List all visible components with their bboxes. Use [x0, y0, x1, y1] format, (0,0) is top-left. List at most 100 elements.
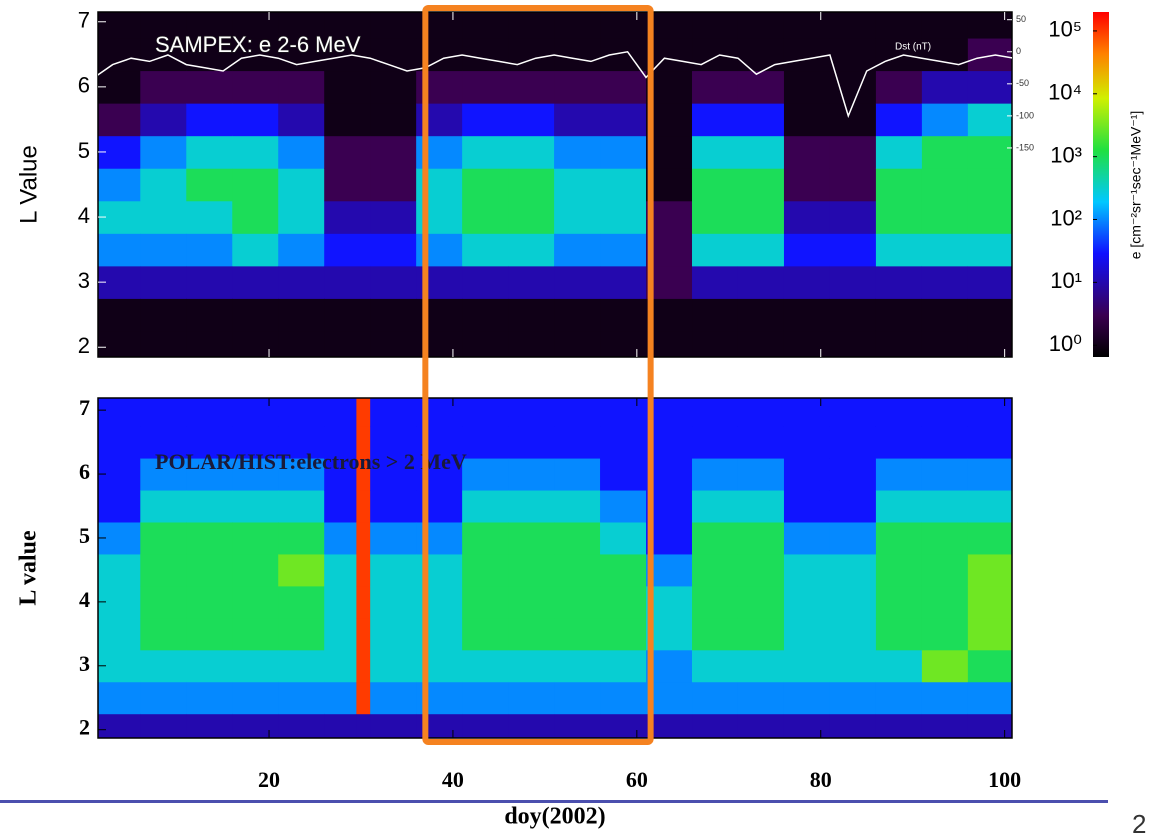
cell: [186, 135, 233, 169]
cell: [646, 12, 693, 39]
cell: [829, 617, 877, 651]
cell: [921, 38, 969, 72]
cell: [98, 12, 141, 39]
cell: [356, 585, 371, 619]
cell: [278, 135, 325, 169]
cell: [278, 521, 325, 555]
cell: [356, 398, 371, 427]
cell: [98, 103, 141, 137]
cell: [508, 649, 555, 683]
cell: [600, 649, 647, 683]
cell: [692, 617, 739, 651]
cell: [875, 649, 923, 683]
cell: [508, 330, 555, 357]
cell: [508, 398, 555, 427]
cell: [967, 168, 1012, 202]
cell: [967, 330, 1012, 357]
cell: [278, 103, 325, 137]
cell: [783, 200, 831, 234]
cell: [600, 553, 647, 587]
cell: [692, 330, 739, 357]
cell: [737, 38, 785, 72]
cell: [600, 490, 647, 523]
cell: [921, 168, 969, 202]
cell: [140, 681, 187, 715]
cell: [783, 398, 831, 427]
cell: [278, 713, 325, 738]
cell: [462, 70, 509, 104]
cell: [324, 12, 371, 39]
colorbar-tick-label: 10²: [1050, 205, 1082, 230]
cell: [186, 585, 233, 619]
cell: [232, 103, 279, 137]
cell: [462, 135, 509, 169]
cell: [875, 200, 923, 234]
cell: [232, 70, 279, 104]
cell: [324, 38, 371, 72]
cell: [508, 585, 555, 619]
cell: [692, 458, 739, 491]
cell: [324, 490, 357, 523]
cell: [875, 617, 923, 651]
cell: [186, 681, 233, 715]
cell: [278, 681, 325, 715]
cell: [370, 70, 417, 104]
cell: [324, 298, 371, 332]
y-tick-label: 4: [79, 587, 90, 612]
cell: [783, 330, 831, 357]
cell: [600, 38, 647, 72]
cell: [356, 426, 371, 459]
cell: [554, 713, 601, 738]
cell: [967, 200, 1012, 234]
cell: [508, 200, 555, 234]
cell: [646, 135, 693, 169]
cell: [692, 135, 739, 169]
cell: [692, 585, 739, 619]
cell: [600, 70, 647, 104]
cell: [186, 649, 233, 683]
cell: [921, 135, 969, 169]
cell: [356, 681, 371, 715]
plot-frame: [97, 397, 1013, 739]
x-tick-label: 40: [442, 767, 464, 792]
cell: [921, 233, 969, 267]
cell: [737, 458, 785, 491]
cell: [98, 426, 141, 459]
cell: [324, 713, 357, 738]
cell: [186, 265, 233, 299]
cell: [324, 168, 371, 202]
cell: [186, 200, 233, 234]
cell: [186, 490, 233, 523]
cell: [737, 398, 785, 427]
cell: [140, 490, 187, 523]
cell: [324, 265, 371, 299]
cell: [967, 649, 1012, 683]
heatmap-bottom: [98, 398, 1012, 738]
cell: [829, 200, 877, 234]
cell: [508, 265, 555, 299]
cell: [140, 330, 187, 357]
cell: [462, 103, 509, 137]
cell: [829, 265, 877, 299]
cell: [356, 490, 371, 523]
colorbar-tick-label: 10⁴: [1048, 80, 1082, 105]
cell: [600, 168, 647, 202]
cell: [646, 713, 693, 738]
cell: [967, 398, 1012, 427]
cell: [829, 12, 877, 39]
cell: [921, 521, 969, 555]
cell: [829, 168, 877, 202]
y-axis-label: L Value: [15, 145, 42, 224]
heatmap-top: [98, 12, 1012, 357]
colorbar-tick-label: 10¹: [1050, 268, 1082, 293]
y-tick-label: 2: [79, 715, 90, 740]
cell: [600, 398, 647, 427]
cell: [98, 398, 141, 427]
cell: [600, 200, 647, 234]
cell: [508, 70, 555, 104]
cell: [278, 70, 325, 104]
cell: [829, 490, 877, 523]
cell: [554, 70, 601, 104]
cell: [875, 38, 923, 72]
cell: [508, 681, 555, 715]
